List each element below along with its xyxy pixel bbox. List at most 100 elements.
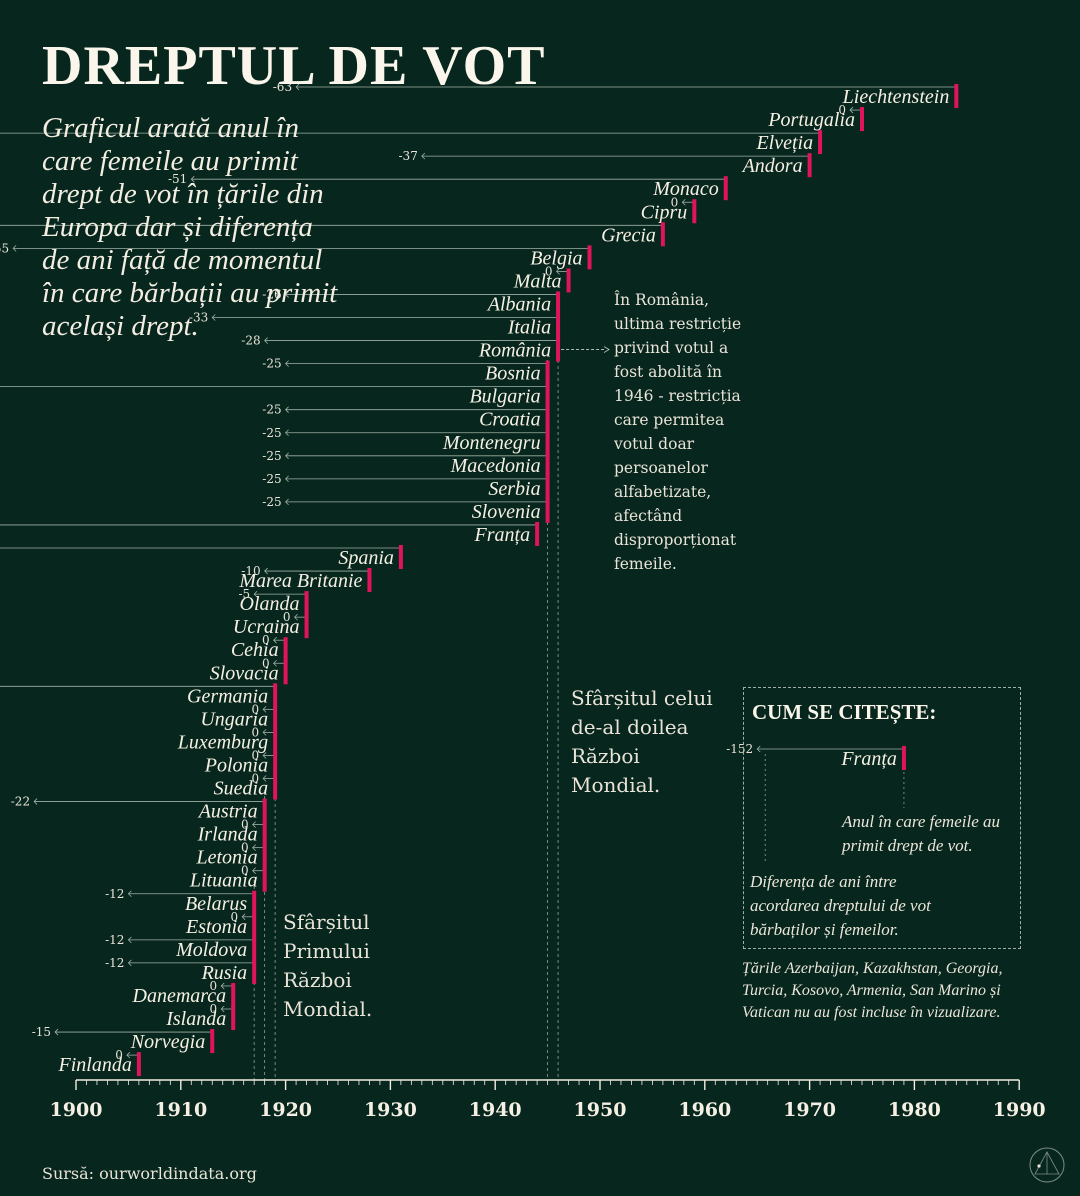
diff-arrow (262, 729, 267, 736)
diff-label: 0 (545, 264, 553, 278)
country-label: Lituania (189, 870, 258, 892)
tick-label: 1910 (154, 1099, 207, 1121)
year-bar (660, 222, 665, 247)
country-label: Albania (486, 293, 551, 315)
row-croatia: Croatia -25 (262, 403, 550, 431)
country-label: Letonia (196, 847, 258, 869)
diff-label: -10 (241, 564, 260, 578)
diff-label: 0 (251, 748, 259, 762)
row-albania: Albania -26 (262, 287, 561, 316)
diff-arrow (190, 175, 195, 183)
tick-label: 1980 (888, 1099, 941, 1121)
diff-arrow (262, 775, 267, 782)
country-label: Liechtenstein (842, 86, 950, 108)
row-rusia: Rusia -12 (105, 956, 257, 984)
row-germania: Germania-48 (0, 683, 278, 708)
country-label: Finlanda (58, 1054, 132, 1076)
diff-arrow (262, 752, 267, 759)
diff-arrow (421, 152, 426, 160)
country-label: Italia (507, 317, 551, 339)
tick-label: 1930 (364, 1099, 417, 1121)
country-label: Montenegru (442, 432, 541, 454)
country-label: Suedia (214, 778, 268, 800)
source-text: Sursă: ourworldindata.org (42, 1164, 257, 1183)
year-bar (692, 199, 697, 224)
row-belarus: Belarus -12 (105, 887, 257, 915)
country-label: Belarus (185, 893, 247, 915)
row-austria: Austria -22 (11, 795, 267, 823)
diff-label: -12 (105, 956, 124, 970)
year-bar (545, 452, 550, 477)
year-bar (860, 107, 864, 132)
year-bar (818, 130, 823, 155)
diff-arrow (285, 475, 289, 483)
diff-label: -25 (262, 472, 281, 486)
chart-rows: Liechtenstein-63Portugalia0Elveția-123An… (0, 80, 959, 1077)
legend-bar (901, 746, 906, 770)
year-bar (210, 1029, 215, 1054)
diff-arrow (681, 198, 686, 206)
country-label: Rusia (201, 962, 248, 984)
diff-label: 0 (251, 725, 259, 739)
row-elveția: Elveția-123 (0, 130, 823, 155)
year-bar (545, 360, 550, 385)
page-subtitle: Graficul arată anul în care femeile au p… (42, 112, 338, 342)
country-label: Slovenia (472, 501, 541, 523)
diff-arrow (555, 268, 560, 275)
row-monaco: Monaco -51 (168, 172, 728, 201)
ww1-note: Sfârșitul Primului Război Mondial. (283, 910, 373, 1021)
diff-arrow (252, 821, 256, 828)
year-bar (273, 729, 278, 754)
row-italia: Italia -33 (189, 311, 561, 339)
diff-label: 0 (262, 656, 270, 670)
diff-arrow (253, 590, 258, 598)
tick-label: 1970 (783, 1099, 836, 1121)
row-bosnia: Bosnia -25 (262, 357, 550, 385)
year-bar (556, 314, 561, 339)
diff-label: -5 (238, 587, 250, 601)
diff-label: -55 (0, 241, 9, 255)
year-bar (807, 153, 812, 178)
year-bar (231, 1006, 236, 1030)
diff-label: 0 (283, 610, 291, 624)
country-label: Islanda (165, 1008, 226, 1030)
country-label: Belgia (530, 247, 582, 269)
country-label: Malta (513, 270, 562, 292)
tick-label: 1900 (50, 1099, 103, 1121)
tick-label: 1940 (469, 1099, 522, 1121)
diff-label: 0 (251, 702, 259, 716)
diff-arrow (264, 567, 268, 575)
year-bar (398, 545, 403, 569)
country-label: Irlanda (197, 824, 258, 846)
country-label: Norvegia (130, 1031, 205, 1053)
year-bar (545, 475, 550, 500)
country-label: Cipru (641, 201, 688, 223)
row-moldova: Moldova -12 (105, 933, 257, 961)
country-label: Ungaria (200, 708, 268, 730)
diff-arrow (273, 636, 277, 644)
diff-arrow (211, 314, 216, 321)
year-bar (545, 429, 550, 454)
diff-arrow (54, 1028, 59, 1036)
legend-example: Franța -152 (726, 742, 906, 862)
row-franța: Franța-152 (0, 521, 540, 546)
row-spania: Spania-62 (0, 545, 403, 569)
year-bar (273, 775, 278, 800)
country-label: Croatia (479, 409, 541, 431)
diff-arrow (262, 706, 267, 713)
year-bar (535, 521, 540, 546)
diff-label: 0 (671, 195, 679, 209)
legend-year-text: Anul în care femeile au primit drept de … (842, 812, 1000, 855)
country-label: Moldova (175, 939, 247, 961)
diff-arrow (126, 1051, 131, 1059)
legend-country-label: Franța (840, 748, 897, 770)
year-bar (367, 568, 372, 593)
country-label: Elveția (755, 132, 813, 154)
